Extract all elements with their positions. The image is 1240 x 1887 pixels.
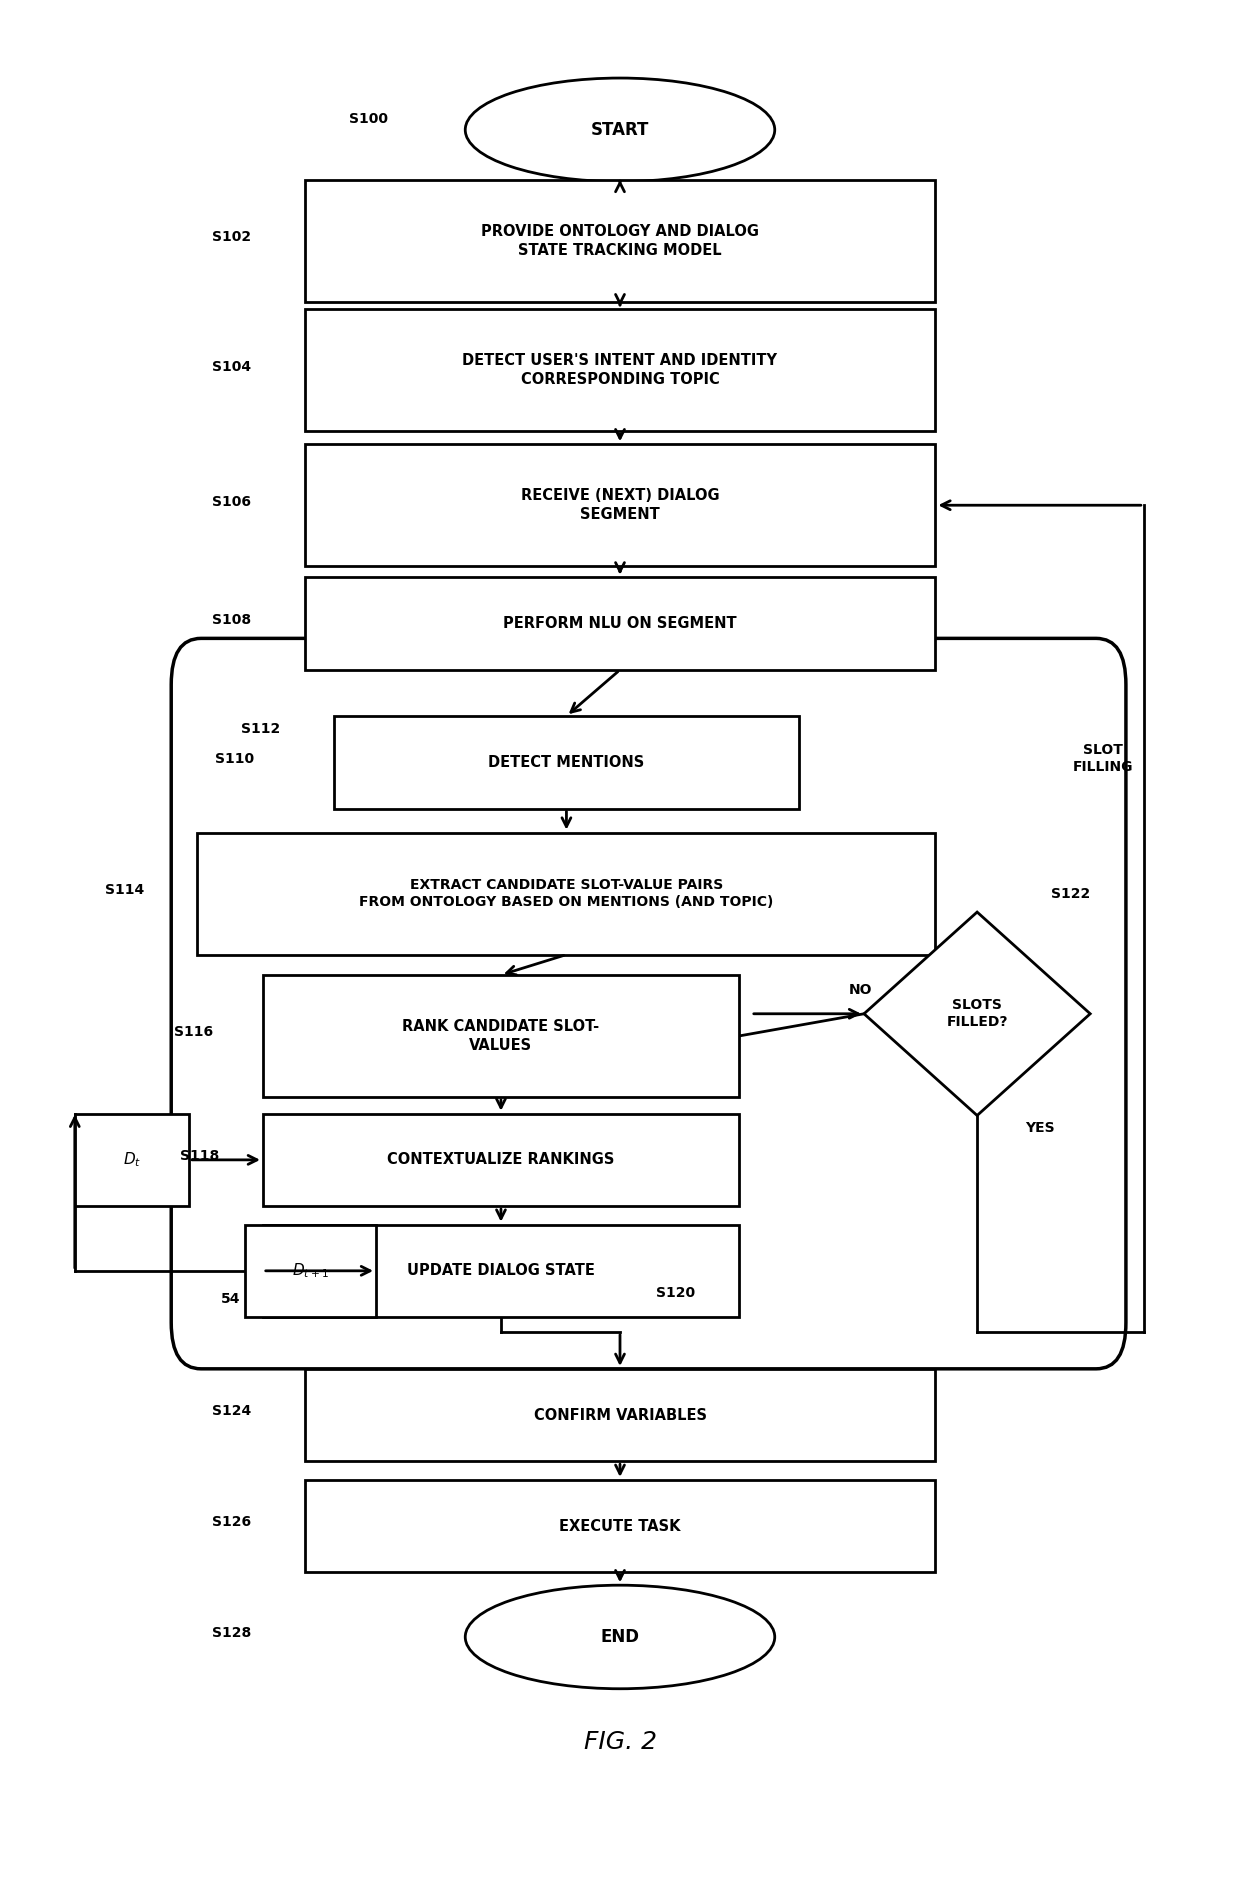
Text: SLOT
FILLING: SLOT FILLING <box>1073 743 1133 774</box>
Text: NO: NO <box>849 983 873 996</box>
Bar <box>246 1225 376 1317</box>
Text: S108: S108 <box>212 613 250 626</box>
Text: YES: YES <box>1024 1121 1054 1136</box>
Text: RECEIVE (NEXT) DIALOG
SEGMENT: RECEIVE (NEXT) DIALOG SEGMENT <box>521 489 719 523</box>
Text: DETECT USER'S INTENT AND IDENTITY
CORRESPONDING TOPIC: DETECT USER'S INTENT AND IDENTITY CORRES… <box>463 353 777 387</box>
Text: 54: 54 <box>221 1291 241 1306</box>
Ellipse shape <box>465 77 775 181</box>
Bar <box>305 1479 935 1572</box>
Text: S122: S122 <box>1052 887 1090 900</box>
Bar <box>335 715 799 808</box>
Text: START: START <box>590 121 650 140</box>
Bar <box>305 1368 935 1461</box>
Text: EXECUTE TASK: EXECUTE TASK <box>559 1519 681 1534</box>
Text: S104: S104 <box>212 360 250 374</box>
Bar <box>263 1113 739 1206</box>
Text: EXTRACT CANDIDATE SLOT-VALUE PAIRS
FROM ONTOLOGY BASED ON MENTIONS (AND TOPIC): EXTRACT CANDIDATE SLOT-VALUE PAIRS FROM … <box>360 877 774 910</box>
Text: FIG. 2: FIG. 2 <box>584 1730 656 1755</box>
Text: PROVIDE ONTOLOGY AND DIALOG
STATE TRACKING MODEL: PROVIDE ONTOLOGY AND DIALOG STATE TRACKI… <box>481 225 759 259</box>
Text: RANK CANDIDATE SLOT-
VALUES: RANK CANDIDATE SLOT- VALUES <box>403 1019 599 1053</box>
Text: PERFORM NLU ON SEGMENT: PERFORM NLU ON SEGMENT <box>503 615 737 630</box>
Text: SLOTS
FILLED?: SLOTS FILLED? <box>946 998 1008 1030</box>
Text: END: END <box>600 1628 640 1645</box>
Bar <box>305 443 935 566</box>
Bar <box>305 577 935 670</box>
Text: CONTEXTUALIZE RANKINGS: CONTEXTUALIZE RANKINGS <box>387 1153 615 1168</box>
Text: S112: S112 <box>242 723 280 736</box>
Bar <box>305 179 935 302</box>
Text: S128: S128 <box>212 1627 250 1640</box>
Polygon shape <box>864 911 1090 1115</box>
Bar <box>263 1225 739 1317</box>
Text: S124: S124 <box>212 1404 250 1419</box>
Text: S100: S100 <box>348 111 388 126</box>
Text: S110: S110 <box>216 751 254 766</box>
Bar <box>305 309 935 432</box>
Text: DETECT MENTIONS: DETECT MENTIONS <box>489 755 645 770</box>
Text: S116: S116 <box>174 1025 213 1040</box>
Bar <box>263 976 739 1096</box>
Bar <box>74 1113 188 1206</box>
Text: UPDATE DIALOG STATE: UPDATE DIALOG STATE <box>407 1262 595 1277</box>
Bar <box>197 832 935 955</box>
Text: S118: S118 <box>180 1149 218 1162</box>
Ellipse shape <box>465 1585 775 1689</box>
Text: S106: S106 <box>212 494 250 508</box>
Text: S102: S102 <box>212 230 250 243</box>
Text: CONFIRM VARIABLES: CONFIRM VARIABLES <box>533 1408 707 1423</box>
Text: $D_t$: $D_t$ <box>123 1151 141 1170</box>
Text: S120: S120 <box>656 1287 694 1300</box>
Text: S114: S114 <box>104 883 144 896</box>
Text: $D_{t+1}$: $D_{t+1}$ <box>293 1262 329 1279</box>
Text: S126: S126 <box>212 1515 250 1528</box>
